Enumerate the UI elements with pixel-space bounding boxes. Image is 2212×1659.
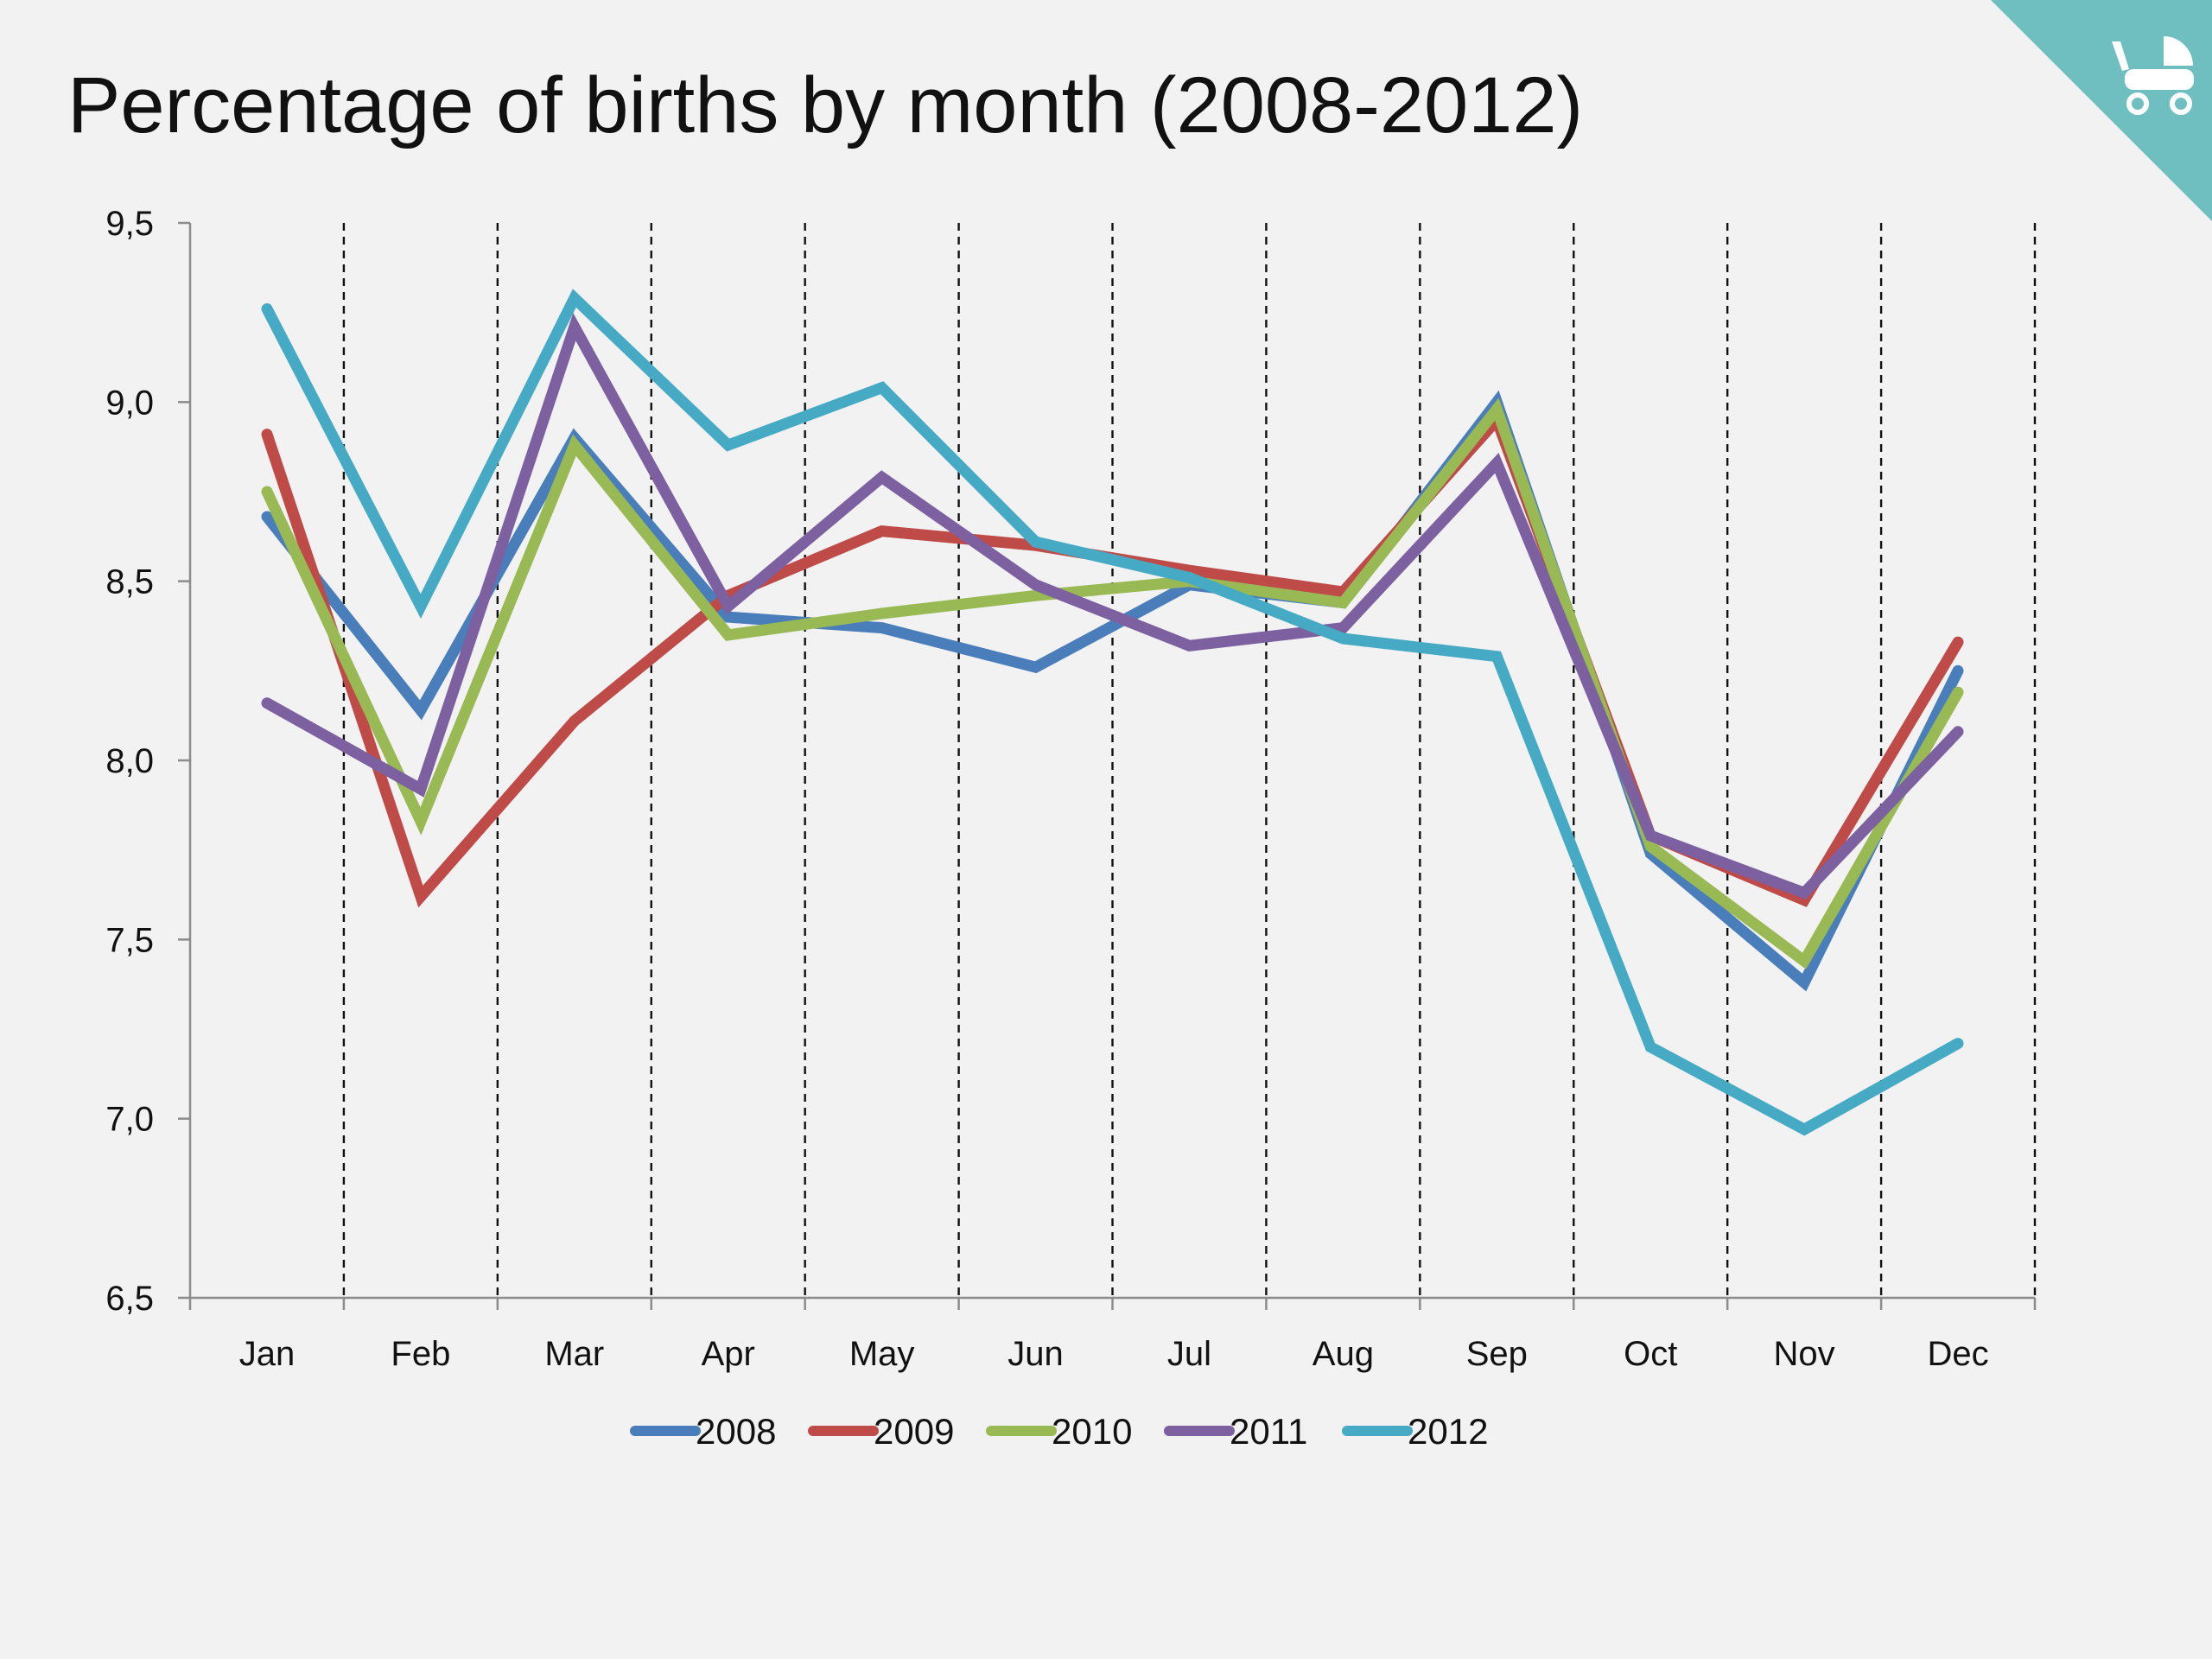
x-tick-label: Jan xyxy=(239,1335,296,1373)
x-tick-label: Sep xyxy=(1466,1335,1528,1373)
series-line-2010 xyxy=(261,397,1964,969)
data-point xyxy=(264,431,270,438)
x-tick-label: Mar xyxy=(544,1335,604,1373)
data-point xyxy=(725,613,732,620)
data-point xyxy=(879,474,886,480)
baby-stroller-icon xyxy=(2112,36,2194,115)
x-tick-label: Jun xyxy=(1007,1335,1064,1373)
x-tick-label: Nov xyxy=(1774,1335,1835,1373)
series-line-2012 xyxy=(261,289,1964,1136)
y-tick-label: 8,0 xyxy=(105,742,154,780)
data-point xyxy=(571,295,578,302)
data-point xyxy=(725,603,732,610)
data-point xyxy=(1185,642,1192,649)
data-point xyxy=(1647,1044,1654,1051)
data-point xyxy=(417,785,424,792)
x-tick-label: Dec xyxy=(1927,1335,1988,1373)
data-point xyxy=(571,323,578,330)
data-point xyxy=(264,513,270,520)
data-point xyxy=(879,528,886,535)
data-point xyxy=(1801,889,1808,896)
legend-label-2008: 2008 xyxy=(696,1411,776,1452)
data-point xyxy=(1493,460,1500,467)
data-point xyxy=(1647,832,1654,839)
series-line-2011 xyxy=(261,313,1964,899)
data-point xyxy=(417,603,424,610)
data-point xyxy=(1955,728,1961,735)
data-point xyxy=(1955,689,1961,696)
corner-triangle xyxy=(1991,0,2212,221)
data-point xyxy=(571,717,578,724)
data-point xyxy=(879,625,886,632)
data-point xyxy=(417,707,424,714)
x-tick-label: Jul xyxy=(1167,1335,1211,1373)
data-point xyxy=(1493,653,1500,660)
x-tick-label: Oct xyxy=(1624,1335,1677,1373)
data-point xyxy=(1033,582,1039,588)
legend-label-2012: 2012 xyxy=(1408,1411,1488,1452)
x-tick-label: Aug xyxy=(1313,1335,1374,1373)
legend: 2008 2009 2010 2011 2012 xyxy=(630,1411,1488,1452)
series-lines xyxy=(261,289,1964,1136)
data-point xyxy=(1033,664,1039,671)
chart-title: Percentage of births by month (2008-2012… xyxy=(67,61,1584,149)
data-point xyxy=(1339,600,1346,607)
data-point xyxy=(264,700,270,707)
y-tick-label: 7,0 xyxy=(105,1101,154,1139)
legend-label-2009: 2009 xyxy=(874,1411,954,1452)
corner-badge xyxy=(1991,0,2212,221)
data-point xyxy=(879,610,886,617)
y-tick-label: 8,5 xyxy=(105,563,154,601)
data-point xyxy=(1801,979,1808,986)
y-tick-label: 7,5 xyxy=(105,921,154,959)
axes: 6,5 7,0 7,5 8,0 8,5 9,0 9,5 Jan Feb Mar Apr May Jun J… xyxy=(105,205,2037,1373)
legend-label-2010: 2010 xyxy=(1052,1411,1132,1452)
data-point xyxy=(879,385,886,391)
data-point xyxy=(1033,592,1039,599)
data-point xyxy=(571,442,578,448)
data-point xyxy=(1339,635,1346,642)
gridlines xyxy=(342,223,2037,1298)
y-tick-label: 9,0 xyxy=(105,384,154,422)
data-point xyxy=(725,632,732,639)
data-point xyxy=(1801,1126,1808,1133)
y-tick-label: 6,5 xyxy=(105,1280,154,1318)
data-point xyxy=(1955,1040,1961,1047)
y-tick-label: 9,5 xyxy=(105,205,154,243)
legend-label-2011: 2011 xyxy=(1230,1411,1307,1452)
data-point xyxy=(1185,575,1192,582)
data-point xyxy=(264,306,270,313)
data-point xyxy=(264,488,270,495)
data-point xyxy=(1033,538,1039,545)
data-point xyxy=(1801,957,1808,964)
data-point xyxy=(417,893,424,900)
data-point xyxy=(1493,406,1500,413)
data-point xyxy=(1647,843,1654,850)
series-line-2008 xyxy=(261,390,1964,992)
data-point xyxy=(1339,625,1346,632)
data-point xyxy=(417,817,424,824)
x-tick-label: May xyxy=(849,1335,915,1373)
data-point xyxy=(1955,667,1961,674)
data-point xyxy=(1955,639,1961,645)
x-tick-label: Feb xyxy=(391,1335,450,1373)
data-point xyxy=(725,442,732,448)
x-tick-label: Apr xyxy=(702,1335,755,1373)
